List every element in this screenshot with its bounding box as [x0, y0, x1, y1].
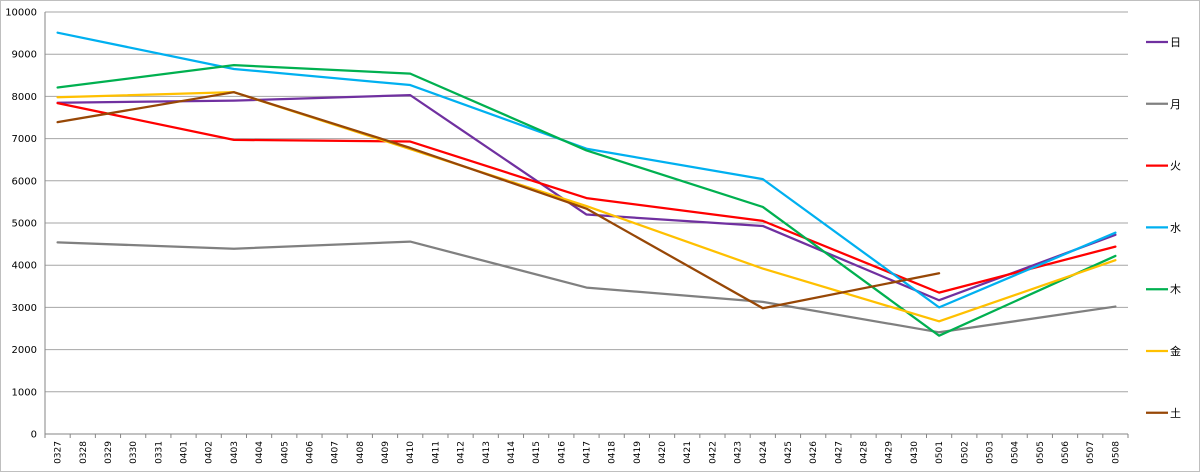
x-tick-label: 0406 [305, 441, 315, 464]
x-tick-label: 0504 [1011, 441, 1021, 464]
x-tick-label: 0403 [230, 441, 240, 464]
x-tick-label: 0412 [457, 441, 467, 464]
x-tick-label: 0428 [860, 441, 870, 464]
x-tick-labels: 0327 0328 0329 0330 0331 0401 0402 0403 0404 0405… [54, 441, 1122, 464]
x-tick-label: 0501 [935, 441, 945, 464]
y-tick-labels: 0 1000 2000 3000 4000 5000 6000 7000 8000 9000 100… [5, 8, 37, 441]
x-tick-label: 0422 [708, 441, 718, 464]
x-tick-label: 0416 [557, 441, 567, 464]
axes [44, 12, 1129, 438]
x-tick-label: 0410 [406, 441, 416, 464]
x-tick-label: 0423 [734, 441, 744, 464]
x-tick-label: 0413 [482, 441, 492, 464]
series-line-3 [56, 102, 1117, 294]
y-tick-label: 9000 [12, 50, 37, 61]
y-tick-label: 3000 [12, 303, 37, 314]
x-tick-label: 0424 [759, 441, 769, 464]
legend-label: 木 [1170, 283, 1181, 296]
y-tick-label: 4000 [12, 261, 37, 272]
x-tick-label: 0408 [356, 441, 366, 464]
x-tick-label: 0414 [507, 441, 517, 464]
x-tick-label: 0327 [54, 441, 64, 464]
x-tick-label: 0415 [532, 441, 542, 464]
legend-label: 月 [1170, 98, 1181, 111]
x-tick-label: 0331 [154, 441, 164, 464]
series-line-7 [56, 91, 941, 310]
x-tick-label: 0409 [381, 441, 391, 464]
series-line-1 [56, 94, 1117, 302]
x-tick-label: 0421 [683, 441, 693, 464]
y-tick-label: 5000 [12, 219, 37, 230]
y-tick-label: 7000 [12, 134, 37, 145]
series-line-2 [56, 240, 1117, 334]
x-tick-label: 0503 [985, 441, 995, 464]
x-tick-label: 0427 [834, 441, 844, 464]
legend-label: 金 [1170, 344, 1181, 358]
legend-label: 日 [1170, 36, 1181, 49]
x-tick-label: 0330 [129, 441, 139, 464]
x-tick-label: 0420 [658, 441, 668, 464]
series-lines [56, 31, 1117, 337]
y-tick-label: 1000 [12, 387, 37, 398]
x-tick-label: 0407 [331, 441, 341, 464]
x-tick-label: 0505 [1036, 441, 1046, 464]
x-tick-label: 0419 [633, 441, 643, 464]
x-tick-label: 0401 [180, 441, 190, 464]
x-tick-label: 0402 [205, 441, 215, 464]
y-tick-label: 8000 [12, 92, 37, 103]
x-tick-label: 0507 [1086, 441, 1096, 464]
legend-label: 土 [1170, 407, 1181, 420]
legend-label: 火 [1170, 160, 1181, 173]
series-line-6 [56, 91, 1117, 323]
x-tick-label: 0425 [784, 441, 794, 464]
y-tick-label: 10000 [5, 8, 37, 19]
x-tick-label: 0411 [431, 441, 441, 464]
x-tick-label: 0508 [1111, 441, 1121, 464]
x-tick-label: 0329 [104, 441, 114, 464]
series-line-4 [56, 31, 1117, 309]
x-tick-label: 0502 [960, 441, 970, 464]
x-tick-label: 0429 [885, 441, 895, 464]
series-line-5 [56, 64, 1117, 337]
x-tick-label: 0506 [1061, 441, 1071, 464]
x-tick-label: 0418 [608, 441, 618, 464]
y-tick-label: 6000 [12, 176, 37, 187]
x-tick-label: 0404 [255, 441, 265, 464]
y-tick-label: 2000 [12, 345, 37, 356]
x-tick-label: 0430 [910, 441, 920, 464]
x-tick-label: 0405 [280, 441, 290, 464]
x-tick-label: 0328 [79, 441, 89, 464]
x-tick-label: 0417 [583, 441, 593, 464]
x-tick-label: 0426 [809, 441, 819, 464]
y-tick-label: 0 [31, 430, 37, 441]
legend-label: 水 [1170, 221, 1181, 234]
